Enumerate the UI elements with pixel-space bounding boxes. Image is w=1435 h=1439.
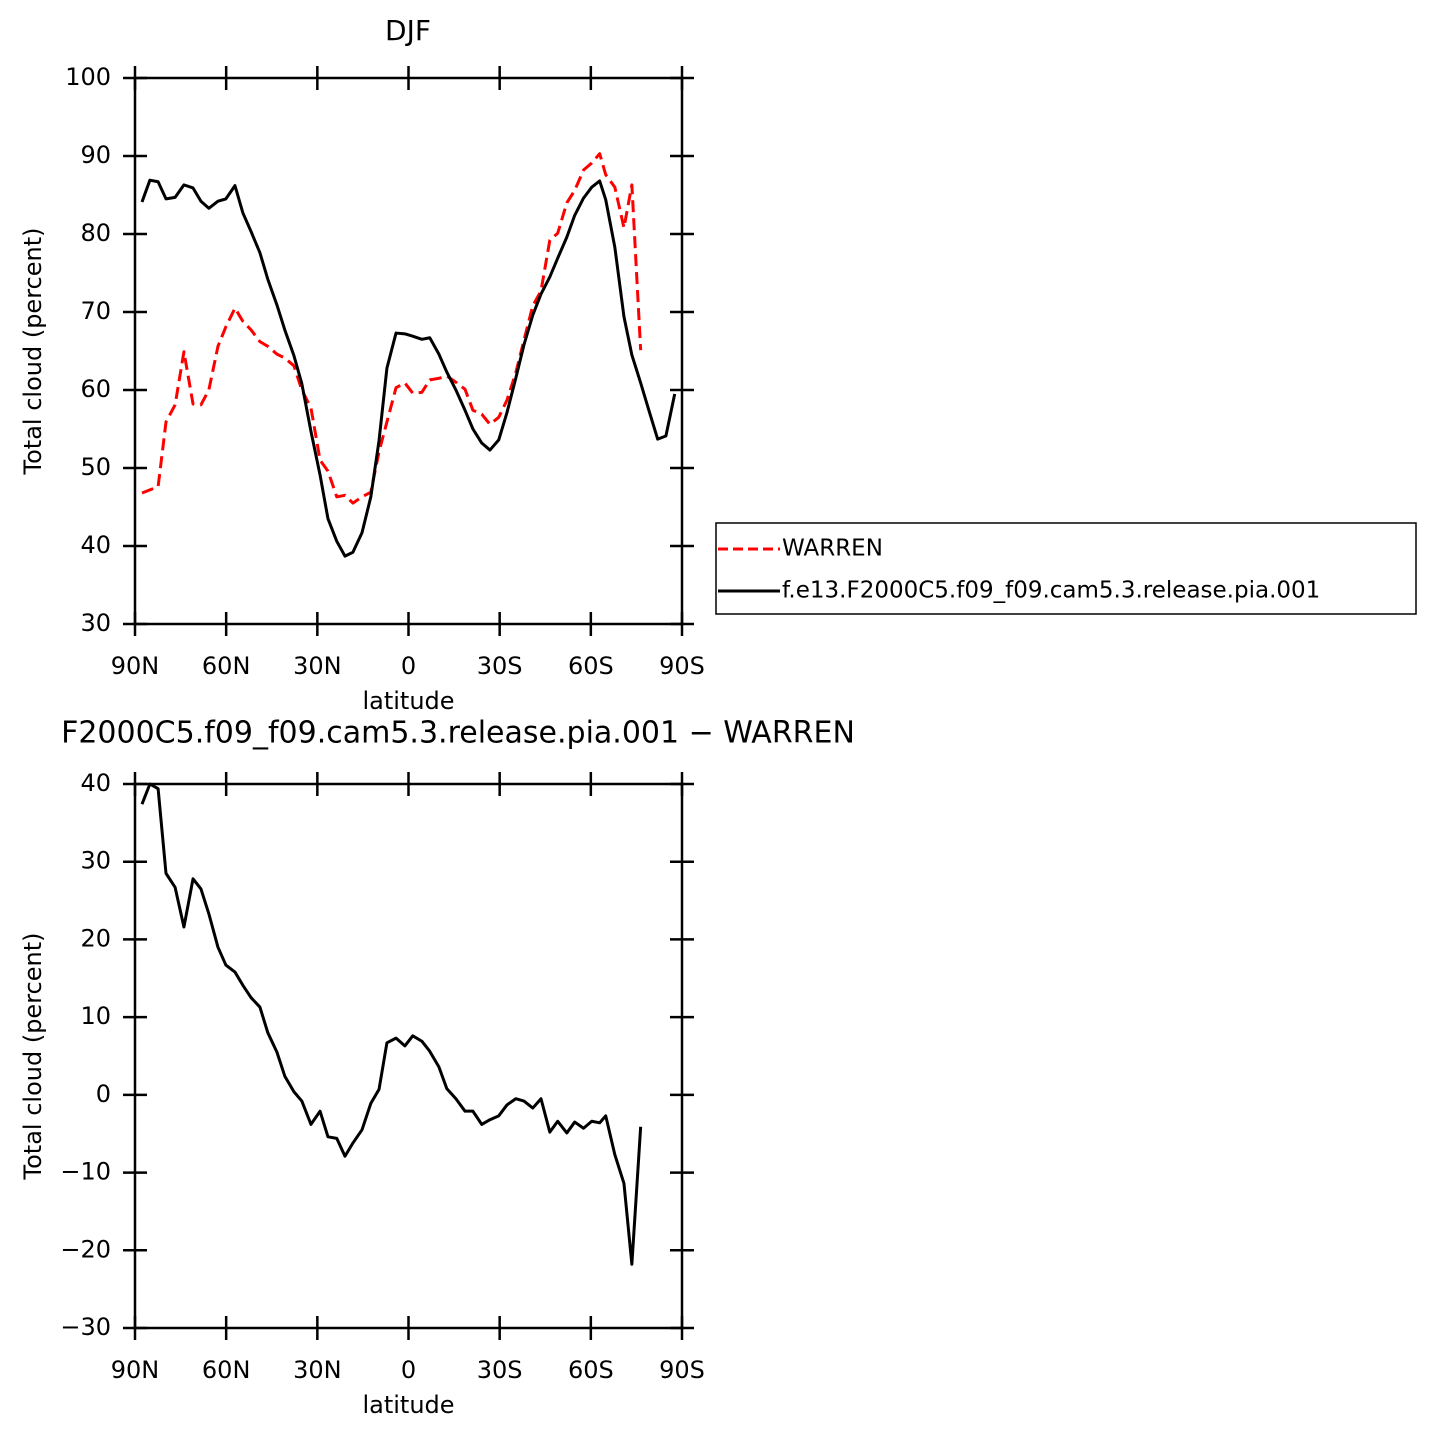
data-line — [140, 178, 677, 558]
y-axis-label: Total cloud (percent) — [19, 933, 47, 1181]
y-tick-label: 70 — [80, 297, 111, 325]
legend-label: f.e13.F2000C5.f09_f09.cam5.3.release.pia… — [782, 578, 1320, 604]
y-tick-label: 10 — [80, 1002, 111, 1030]
x-tick-label: 30S — [477, 652, 523, 680]
plot-frame — [133, 782, 684, 1330]
x-tick-label: 30N — [293, 652, 342, 680]
chart-title: DJF — [385, 14, 431, 47]
x-tick-label: 0 — [401, 652, 416, 680]
y-tick-label: 0 — [96, 1080, 111, 1108]
chart-title: F2000C5.f09_f09.cam5.3.release.pia.001 −… — [61, 716, 855, 751]
legend-label: WARREN — [782, 536, 883, 562]
y-tick-label: 30 — [80, 847, 111, 875]
y-tick-label: 20 — [80, 924, 111, 952]
x-tick-label: 90S — [659, 652, 705, 680]
x-tick-label: 60N — [202, 1356, 251, 1384]
y-tick-label: −20 — [60, 1235, 111, 1263]
data-line — [140, 782, 643, 1266]
y-tick-label: 40 — [80, 531, 111, 559]
x-tick-label: 0 — [401, 1356, 416, 1384]
y-tick-label: 100 — [65, 63, 111, 91]
x-axis-label: latitude — [362, 1391, 454, 1419]
y-axis-label: Total cloud (percent) — [19, 228, 47, 476]
y-tick-label: 80 — [80, 219, 111, 247]
legend-box — [715, 522, 1417, 615]
y-tick-label: −10 — [60, 1158, 111, 1186]
y-tick-label: 90 — [80, 141, 111, 169]
data-line — [141, 152, 643, 505]
y-tick-label: 60 — [80, 375, 111, 403]
y-tick-label: 40 — [80, 769, 111, 797]
x-tick-label: 60S — [568, 652, 614, 680]
x-tick-label: 30N — [293, 1356, 342, 1384]
y-tick-label: 50 — [80, 453, 111, 481]
x-tick-label: 90N — [111, 1356, 160, 1384]
x-tick-label: 60N — [202, 652, 251, 680]
x-tick-label: 90N — [111, 652, 160, 680]
x-tick-label: 90S — [659, 1356, 705, 1384]
x-axis-label: latitude — [362, 687, 454, 715]
x-tick-label: 60S — [568, 1356, 614, 1384]
y-tick-label: 30 — [80, 609, 111, 637]
y-tick-label: −30 — [60, 1313, 111, 1341]
x-tick-label: 30S — [477, 1356, 523, 1384]
